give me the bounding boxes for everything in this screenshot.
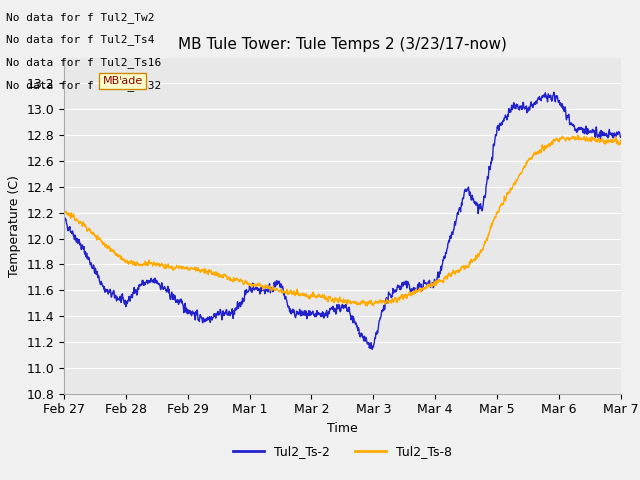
Text: MBᴵade: MBᴵade	[102, 76, 143, 86]
Text: No data for f Tul2_Tw2: No data for f Tul2_Tw2	[6, 12, 155, 23]
Title: MB Tule Tower: Tule Temps 2 (3/23/17-now): MB Tule Tower: Tule Temps 2 (3/23/17-now…	[178, 37, 507, 52]
Legend: Tul2_Ts-2, Tul2_Ts-8: Tul2_Ts-2, Tul2_Ts-8	[228, 440, 457, 463]
Text: No data for f Tul2_Ts16: No data for f Tul2_Ts16	[6, 57, 162, 68]
Y-axis label: Temperature (C): Temperature (C)	[8, 175, 21, 276]
X-axis label: Time: Time	[327, 422, 358, 435]
Text: No data for f Tul2_Ts32: No data for f Tul2_Ts32	[6, 80, 162, 91]
Text: No data for f Tul2_Ts4: No data for f Tul2_Ts4	[6, 35, 155, 46]
